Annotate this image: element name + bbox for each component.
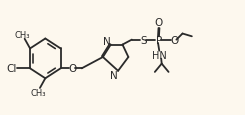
Text: O: O [154,18,163,28]
Text: N: N [110,70,118,80]
Text: O: O [68,64,76,74]
Text: P: P [156,35,162,45]
Text: HN: HN [152,51,167,61]
Text: N: N [103,36,111,46]
Text: Cl: Cl [6,64,17,74]
Text: O: O [170,35,178,45]
Text: S: S [140,35,147,45]
Text: CH₃: CH₃ [15,30,30,39]
Text: CH₃: CH₃ [30,88,46,97]
